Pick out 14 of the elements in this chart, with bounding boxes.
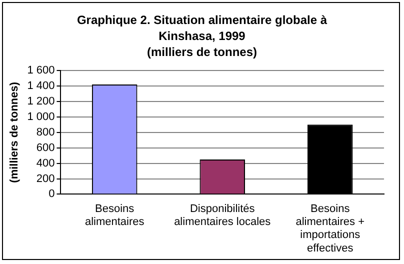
y-tick-label: 1 000 [27,110,55,123]
x-tick-label: Besoins alimentaires + importations effectives [296,202,365,254]
y-tick-label: 1 400 [27,80,55,92]
y-tick-label: 800 [36,126,55,138]
x-tick-label: Besoins alimentaires [84,202,145,228]
x-tick-label: Disponibilités alimentaires locales [174,202,272,228]
y-tick-label: 600 [36,142,55,154]
chart-title: Graphique 2. Situation alimentaire globale à Kinshasa, 1999 (milliers de tonnes) [76,12,328,60]
y-axis-title: (milliers de tonnes) [8,82,21,183]
y-tick-label: 200 [36,172,55,185]
y-tick-label: 400 [36,157,55,170]
y-tick-label: 1 600 [27,64,55,77]
y-tick-label: 0 [48,188,55,200]
y-tick-label: 1 200 [27,96,55,108]
